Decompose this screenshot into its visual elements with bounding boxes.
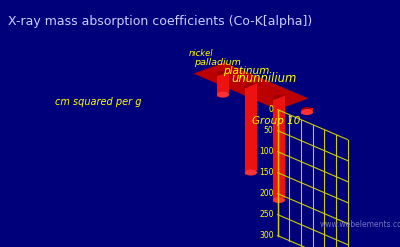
Text: nickel: nickel	[188, 49, 213, 58]
Polygon shape	[273, 96, 285, 202]
Ellipse shape	[217, 71, 229, 77]
Text: palladium: palladium	[194, 58, 241, 67]
Text: platinum: platinum	[223, 66, 269, 76]
Ellipse shape	[273, 95, 285, 101]
Text: cm squared per g: cm squared per g	[55, 97, 142, 107]
Text: 0: 0	[269, 105, 274, 114]
Polygon shape	[307, 108, 313, 112]
Text: 50: 50	[264, 126, 274, 135]
Ellipse shape	[245, 83, 257, 89]
Text: 250: 250	[259, 210, 274, 219]
Ellipse shape	[245, 169, 257, 176]
Text: ununnilium: ununnilium	[232, 72, 297, 85]
Polygon shape	[301, 108, 313, 114]
Text: 150: 150	[259, 168, 274, 177]
Polygon shape	[223, 72, 229, 95]
Polygon shape	[245, 84, 257, 175]
Polygon shape	[245, 86, 251, 175]
Polygon shape	[251, 84, 257, 172]
Polygon shape	[279, 96, 285, 200]
Polygon shape	[194, 62, 308, 110]
Polygon shape	[217, 74, 223, 97]
Text: www.webelements.com: www.webelements.com	[320, 220, 400, 229]
Text: Group 10: Group 10	[252, 117, 301, 126]
Text: 100: 100	[259, 147, 274, 156]
Ellipse shape	[273, 197, 285, 203]
Ellipse shape	[217, 92, 229, 98]
Ellipse shape	[301, 109, 313, 115]
Ellipse shape	[301, 107, 313, 113]
Text: X-ray mass absorption coefficients (Co-K[alpha]): X-ray mass absorption coefficients (Co-K…	[8, 15, 312, 28]
Polygon shape	[301, 110, 307, 114]
Text: 200: 200	[259, 189, 274, 198]
Polygon shape	[273, 98, 279, 202]
Polygon shape	[217, 72, 229, 97]
Text: 300: 300	[259, 231, 274, 240]
